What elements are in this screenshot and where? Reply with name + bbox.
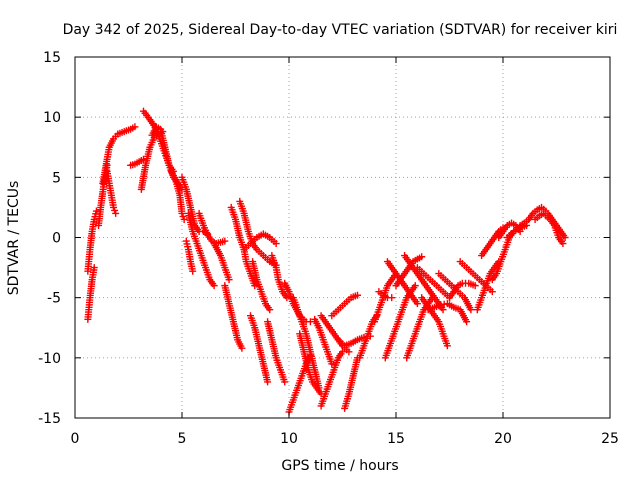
data-point: [471, 282, 479, 290]
y-tick-label: -5: [47, 291, 61, 307]
data-point: [467, 306, 475, 314]
data-point: [92, 207, 100, 215]
data-points: [84, 107, 569, 416]
data-point: [439, 306, 447, 314]
data-point: [561, 234, 569, 241]
x-tick-label: 0: [71, 431, 80, 447]
data-point: [443, 342, 451, 350]
data-point: [238, 344, 246, 352]
chart-title: Day 342 of 2025, Sidereal Day-to-day VTE…: [63, 22, 618, 38]
y-tick-label: -10: [38, 351, 61, 367]
data-point: [221, 237, 229, 245]
data-point: [488, 288, 496, 296]
x-tick-label: 20: [494, 431, 512, 447]
data-point: [345, 348, 353, 356]
data-point: [559, 240, 567, 248]
data-point: [251, 282, 259, 290]
y-tick-label: 5: [52, 170, 61, 186]
data-point: [328, 360, 336, 368]
y-tick-labels: -15 -10 -5 0 5 10 15: [38, 50, 61, 427]
y-axis-title: SDTVAR / TECUs: [6, 181, 22, 296]
y-tick-label: 10: [43, 110, 61, 126]
data-point: [189, 267, 197, 275]
data-point: [353, 291, 361, 299]
data-point: [281, 378, 289, 386]
data-point: [90, 264, 98, 272]
axis-ticks: [74, 56, 611, 419]
data-point: [306, 351, 314, 359]
data-point: [139, 155, 147, 163]
data-point: [418, 253, 426, 261]
data-point: [131, 123, 139, 131]
data-point: [388, 294, 396, 302]
data-point: [523, 221, 531, 229]
x-tick-label: 25: [601, 431, 619, 447]
data-point: [180, 215, 188, 223]
data-point: [112, 209, 120, 217]
x-tick-labels: 0 5 10 15 20 25: [71, 431, 619, 447]
data-point: [339, 348, 346, 356]
y-tick-label: 15: [43, 50, 61, 66]
data-point: [413, 300, 421, 308]
data-point: [315, 384, 323, 392]
data-point: [266, 306, 274, 314]
grid: [75, 57, 610, 418]
data-point: [264, 378, 272, 386]
data-point: [272, 240, 280, 248]
x-tick-label: 15: [387, 431, 405, 447]
data-point: [463, 318, 471, 326]
y-tick-label: 0: [52, 231, 61, 247]
data-point: [411, 282, 419, 290]
x-tick-label: 10: [280, 431, 298, 447]
x-tick-label: 5: [178, 431, 187, 447]
data-point: [428, 294, 436, 302]
data-point: [225, 276, 233, 284]
y-tick-label: -15: [38, 411, 61, 427]
data-point: [283, 294, 291, 302]
x-axis-title: GPS time / hours: [281, 458, 398, 474]
data-point: [210, 282, 218, 290]
